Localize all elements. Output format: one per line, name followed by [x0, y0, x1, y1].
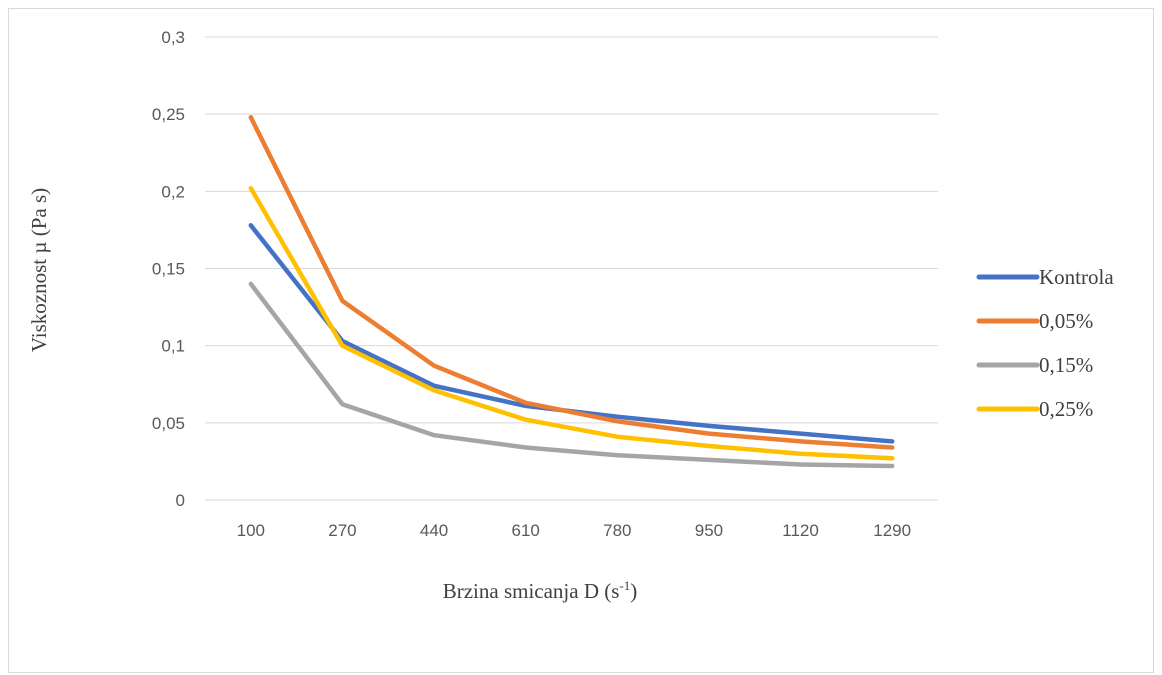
x-axis-title-end: ): [630, 579, 637, 603]
y-tick-label: 0,15: [152, 260, 185, 279]
x-tick-label: 270: [328, 521, 356, 540]
y-tick-label: 0,05: [152, 414, 185, 433]
legend: Kontrola 0,05% 0,15% 0,25%: [976, 265, 1114, 421]
y-tick-label: 0,1: [161, 337, 185, 356]
series-line: [248, 281, 895, 469]
x-axis-title: Brzina smicanja D (s-1): [443, 578, 638, 603]
legend-label: 0,05%: [1039, 309, 1093, 333]
x-tick-label: 1120: [782, 521, 819, 540]
series-line: [248, 115, 895, 450]
legend-label: 0,15%: [1039, 353, 1093, 377]
x-tick-label: 610: [512, 521, 540, 540]
y-tick-label: 0: [176, 491, 185, 510]
legend-label: Kontrola: [1039, 265, 1114, 289]
series-lines: [248, 115, 895, 469]
y-tick-label: 0,25: [152, 105, 185, 124]
x-tick-label: 440: [420, 521, 448, 540]
gridlines: [205, 36, 938, 501]
y-axis-title: Viskoznost µ (Pa s): [27, 188, 51, 352]
legend-label: 0,25%: [1039, 397, 1093, 421]
series-line: [248, 185, 895, 461]
x-axis-ticks: 100 270 440 610 780 950 1120 1290: [237, 521, 911, 540]
x-tick-label: 100: [237, 521, 265, 540]
y-axis-ticks: 0 0,05 0,1 0,15 0,2 0,25 0,3: [152, 28, 185, 510]
y-tick-label: 0,2: [161, 182, 185, 201]
x-axis-title-superscript: -1: [619, 578, 630, 593]
chart-frame: [8, 8, 1154, 673]
x-tick-label: 1290: [873, 521, 911, 540]
y-tick-label: 0,3: [161, 28, 185, 47]
x-tick-label: 950: [695, 521, 723, 540]
series-line: [248, 223, 895, 444]
x-tick-label: 780: [603, 521, 631, 540]
